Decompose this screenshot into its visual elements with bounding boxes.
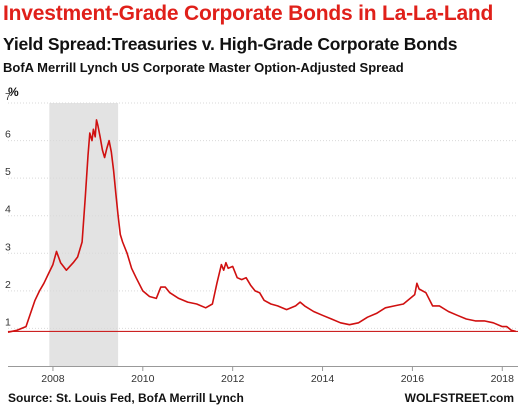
x-tick-label-2008: 2008 (41, 373, 65, 385)
x-tick-label-2012: 2012 (221, 373, 245, 385)
chart-subsubtitle: BofA Merrill Lynch US Corporate Master O… (3, 60, 404, 75)
footer-brand: WOLFSTREET.com (404, 391, 514, 405)
chart-subtitle: Yield Spread:Treasuries v. High-Grade Co… (3, 34, 458, 54)
y-tick-labels: 1 2 3 4 5 6 7 (5, 91, 11, 328)
chart-title: Investment-Grade Corporate Bonds in La-L… (3, 2, 494, 25)
footer-source: Source: St. Louis Fed, BofA Merrill Lync… (8, 391, 244, 405)
series-layer (7, 119, 516, 333)
y-tick-label-3: 3 (5, 241, 11, 253)
x-tick-label-2018: 2018 (491, 373, 515, 385)
y-tick-label-5: 5 (5, 166, 11, 178)
x-tick-labels: 2008 2010 2012 2014 2016 2018 (41, 373, 514, 385)
y-tick-label-6: 6 (5, 129, 11, 141)
x-tick-label-2010: 2010 (131, 373, 155, 385)
series-line-0 (7, 119, 516, 333)
y-tick-label-2: 2 (5, 279, 11, 291)
grid-layer (8, 102, 518, 371)
y-tick-label-1: 1 (5, 316, 11, 328)
x-tick-label-2016: 2016 (401, 373, 425, 385)
y-tick-label-4: 4 (5, 204, 11, 216)
y-axis-unit-label: % (8, 85, 19, 99)
y-tick-label-7: 7 (5, 91, 11, 103)
x-tick-label-2014: 2014 (311, 373, 335, 385)
